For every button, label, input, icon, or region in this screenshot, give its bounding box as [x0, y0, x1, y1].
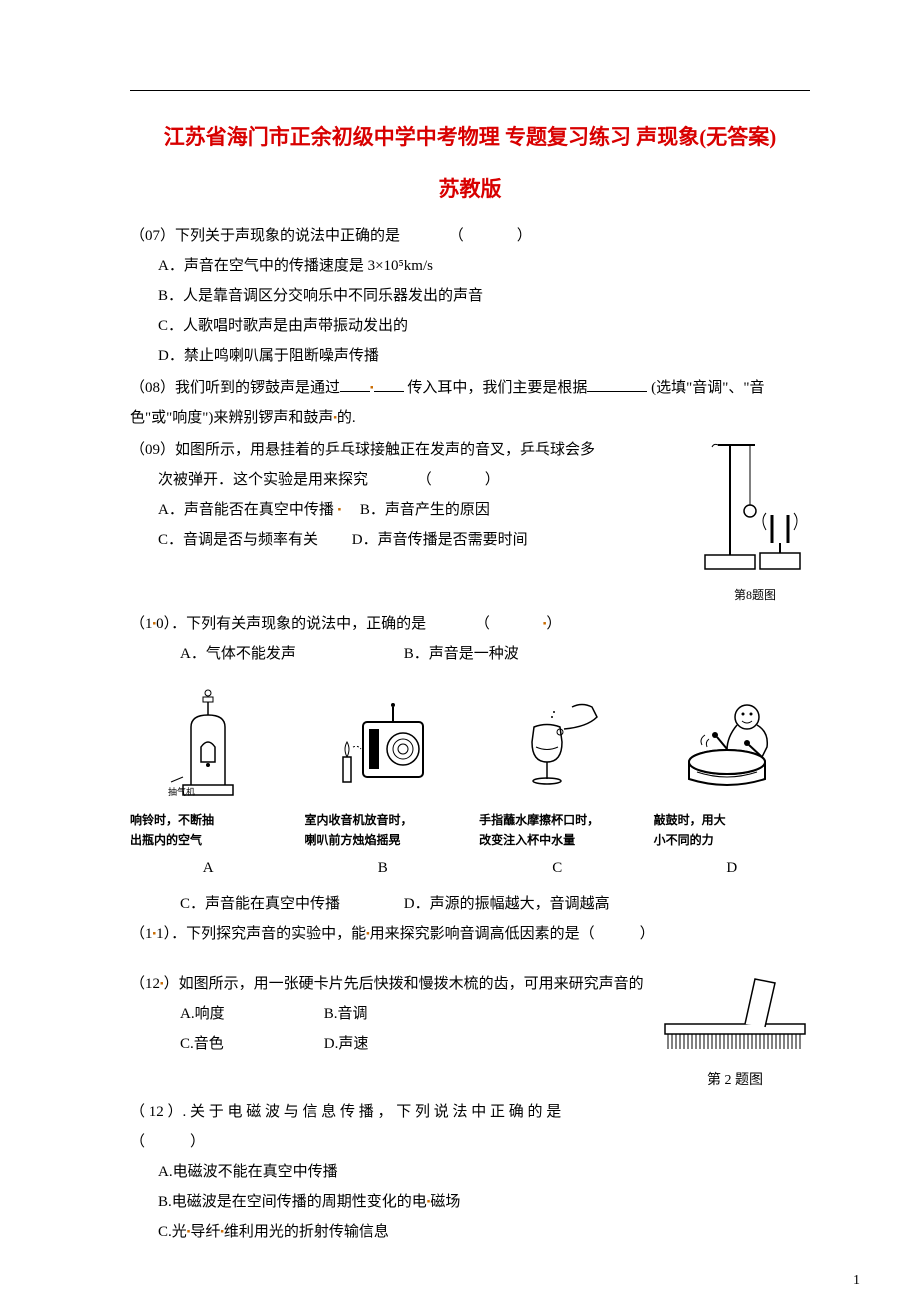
exp-a-cap2: 出瓶内的空气 [130, 832, 286, 849]
q10-opt-b: B．声音是一种波 [404, 646, 519, 662]
q10-cd-row: C．声音能在真空中传播 D．声源的振幅越大，音调越高 [130, 889, 810, 919]
exp-c-letter: C [479, 853, 635, 883]
q10: （1▪0）．下列有关声现象的说法中，正确的是 （ ▪） A．气体不能发声 B．声… [130, 609, 810, 669]
q09: 第8题图 （09）如图所示，用悬挂着的乒乓球接触正在发声的音叉，乒乓球会多 次被… [130, 435, 810, 607]
q10-opt-c: C．声音能在真空中传播 [180, 889, 400, 919]
drum-icon [677, 687, 787, 797]
tuning-fork-icon [700, 435, 810, 575]
q12b-opt-b1: B.电磁波是在空间传播的周期性变化的电 [158, 1194, 427, 1210]
q08: （08）我们听到的锣鼓声是通过▪ 传入耳中，我们主要是根据 (选填"音调"、"音… [130, 373, 810, 433]
q08-d: 的. [337, 410, 356, 426]
q12b-opt-c3: 维利用光的折射传输信息 [224, 1224, 389, 1240]
q12a: 第 2 题图 （12▪）如图所示，用一张硬卡片先后快拨和慢拨木梳的齿，可用来研究… [130, 969, 810, 1095]
top-rule [130, 90, 810, 91]
q10-opt-a: A．气体不能发声 [180, 639, 400, 669]
exp-d-letter: D [654, 853, 810, 883]
q12a-opt-d: D.声速 [324, 1036, 369, 1052]
title-sub: 苏教版 [130, 173, 810, 203]
q07-opt-a: A．声音在空气中的传播速度是 3×10⁵km/s [130, 251, 810, 281]
exp-b-cap2: 喇叭前方烛焰摇晃 [305, 832, 461, 849]
q12a-opt-a: A.响度 [180, 999, 320, 1029]
q09-opt-b: B．声音产生的原因 [360, 502, 490, 518]
q12a-opt-c: C.音色 [180, 1029, 320, 1059]
exp-d-cap1: 敲鼓时，用大 [654, 812, 810, 829]
q09-opt-a: A．声音能否在真空中传播 [158, 502, 338, 518]
q07-stem: （07）下列关于声现象的说法中正确的是 [130, 228, 400, 244]
q09-stem-b: 次被弹开．这个实验是用来探究 [158, 472, 368, 488]
page-container: 江苏省海门市正余初级中学中考物理 专题复习练习 声现象(无答案) 苏教版 （07… [0, 0, 920, 1309]
body: （07）下列关于声现象的说法中正确的是 （ ） A．声音在空气中的传播速度是 3… [130, 221, 810, 1248]
exp-c-cap1: 手指蘸水摩擦杯口时， [479, 812, 635, 829]
q12b-stem: （ 12 ）. 关 于 电 磁 波 与 信 息 传 播 ， 下 列 说 法 中 … [130, 1097, 810, 1127]
page-number: 1 [853, 1273, 860, 1289]
exp-a-cap1: 响铃时，不断抽 [130, 812, 286, 829]
q11: （1▪1）．下列探究声音的实验中，能▪用来探究影响音调高低因素的是（ ） [130, 919, 810, 949]
q07-opt-d: D．禁止鸣喇叭属于阻断噪声传播 [130, 341, 810, 371]
q10-stem-a: （1 [130, 616, 153, 632]
q07-opt-b: B．人是靠音调区分交响乐中不同乐器发出的声音 [130, 281, 810, 311]
exp-b-cap1: 室内收音机放音时， [305, 812, 461, 829]
q12b-opt-b2: 磁场 [430, 1194, 460, 1210]
q12a-figure: 第 2 题图 [660, 969, 810, 1095]
q10-opt-d: D．声源的振幅越大，音调越高 [404, 896, 610, 912]
comb-card-icon [660, 969, 810, 1059]
experiment-row: 抽气机 响铃时，不断抽 出瓶内的空气 A [130, 687, 810, 884]
q10-paren-a: （ [475, 609, 543, 639]
q09-paren: （ ） [417, 465, 502, 495]
q12a-stem-a: （12 [130, 976, 160, 992]
exp-d-cap2: 小不同的力 [654, 832, 810, 849]
q10-stem-b: 0）．下列有关声现象的说法中，正确的是 [156, 616, 426, 632]
q09-opt-c: C．音调是否与频率有关 [158, 532, 318, 548]
q11-a: （1 [130, 926, 153, 942]
wine-glass-icon [502, 687, 612, 797]
q07: （07）下列关于声现象的说法中正确的是 （ ） A．声音在空气中的传播速度是 3… [130, 221, 810, 371]
q12a-stem-b: ）如图所示，用一张硬卡片先后快拨和慢拨木梳的齿，可用来研究声音的 [164, 976, 644, 992]
bell-jar-icon: 抽气机 [163, 687, 253, 797]
exp-a-letter: A [130, 853, 286, 883]
q07-opt-c: C．人歌唱时歌声是由声带振动发出的 [130, 311, 810, 341]
title-main: 江苏省海门市正余初级中学中考物理 专题复习练习 声现象(无答案) [130, 121, 810, 155]
orange-dot-icon: ▪ [338, 504, 342, 515]
q12b: （ 12 ）. 关 于 电 磁 波 与 信 息 传 播 ， 下 列 说 法 中 … [130, 1097, 810, 1247]
svg-text:抽气机: 抽气机 [168, 786, 195, 797]
q09-opt-d: D．声音传播是否需要时间 [352, 532, 528, 548]
q12a-fig-caption: 第 2 题图 [660, 1067, 810, 1095]
q12b-paren: （ ） [130, 1127, 810, 1157]
q09-fig-caption: 第8题图 [700, 583, 810, 607]
q12b-opt-c2: 导纤 [190, 1224, 220, 1240]
q12b-opt-a: A.电磁波不能在真空中传播 [130, 1157, 810, 1187]
exp-b-letter: B [305, 853, 461, 883]
q09-figure: 第8题图 [700, 435, 810, 607]
exp-c: 手指蘸水摩擦杯口时， 改变注入杯中水量 C [479, 687, 635, 884]
exp-b: 室内收音机放音时， 喇叭前方烛焰摇晃 B [305, 687, 461, 884]
exp-c-cap2: 改变注入杯中水量 [479, 832, 635, 849]
radio-candle-icon [333, 687, 433, 797]
q08-a: （08）我们听到的锣鼓声是通过 [130, 380, 340, 396]
q11-c: 用来探究影响音调高低因素的是（ ） [370, 926, 655, 942]
q12b-opt-c1: C.光 [158, 1224, 187, 1240]
exp-d: 敲鼓时，用大 小不同的力 D [654, 687, 810, 884]
q12a-opt-b: B.音调 [324, 1006, 368, 1022]
exp-a: 抽气机 响铃时，不断抽 出瓶内的空气 A [130, 687, 286, 884]
q11-b: 1）．下列探究声音的实验中，能 [156, 926, 366, 942]
q10-paren-b: ） [546, 616, 561, 632]
q07-paren: （ ） [449, 221, 534, 251]
q08-b: 传入耳中，我们主要是根据 [407, 380, 587, 396]
